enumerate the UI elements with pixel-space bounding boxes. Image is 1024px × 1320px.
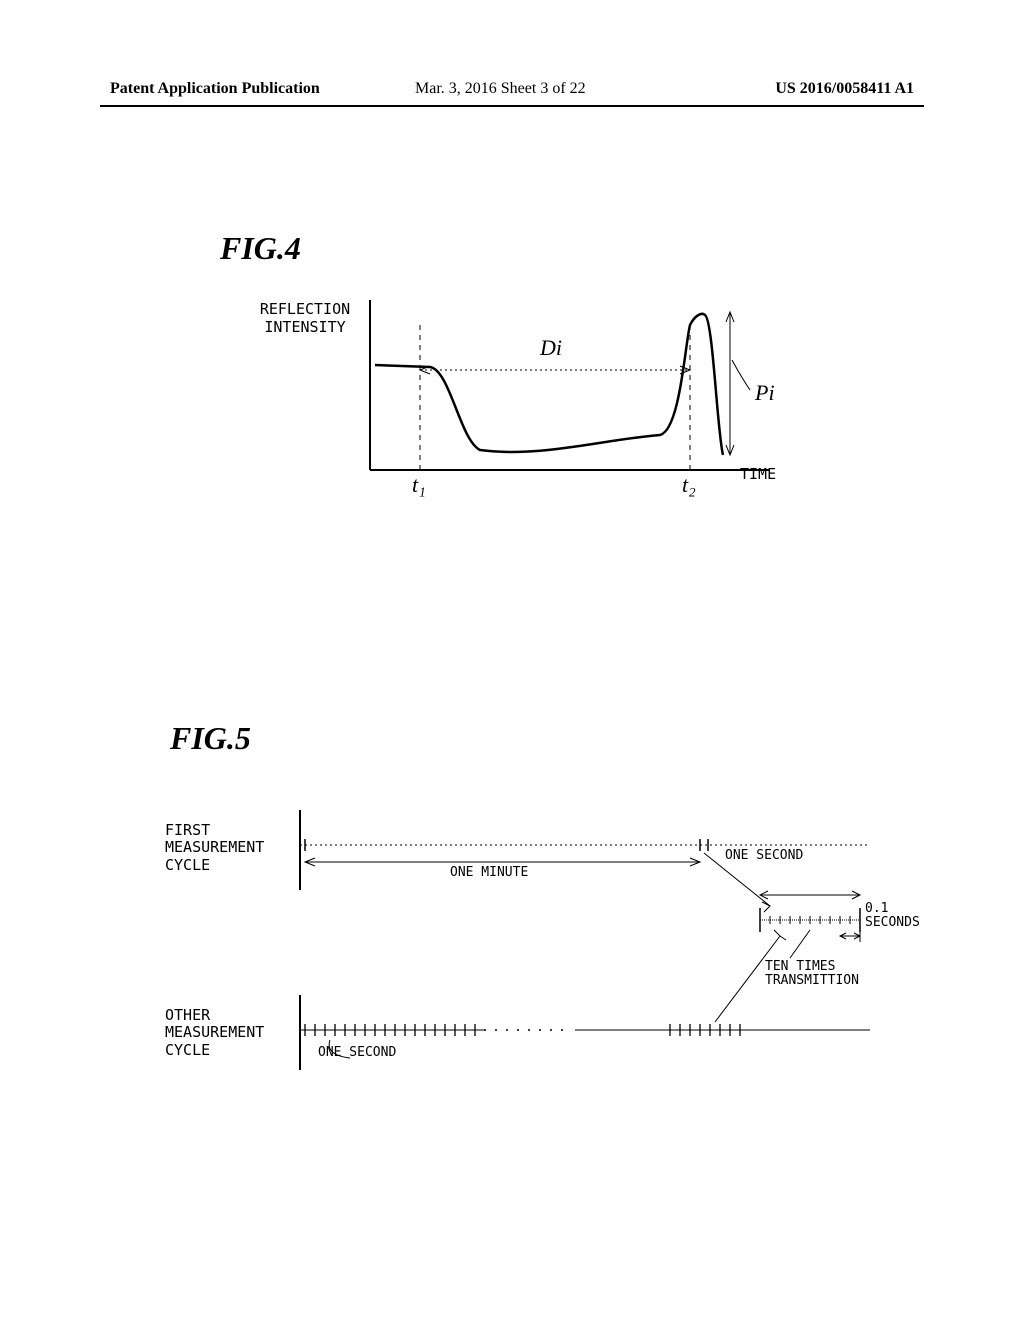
fig4-t2-label: t₂ (682, 472, 696, 498)
fig4-pi-label: Pi (755, 380, 775, 406)
fig5-ten-l1: TEN TIMES (765, 959, 835, 974)
fig4-diagram: REFLECTION INTENSITY TIME Di Pi t₁ t₂ (260, 280, 800, 500)
fig5-label: FIG.5 (170, 720, 251, 757)
fig5-other-l2: MEASUREMENT (165, 1023, 264, 1041)
fig5-ten-times: TEN TIMES TRANSMITTION (765, 960, 859, 989)
fig5-svg (170, 790, 890, 1080)
fig5-diagram: FIRST MEASUREMENT CYCLE OTHER MEASUREMEN… (170, 790, 870, 1070)
fig5-tenth-seconds: 0.1 SECONDS (865, 902, 920, 931)
header-mid: Mar. 3, 2016 Sheet 3 of 22 (415, 80, 586, 98)
fig4-t1-label: t₁ (412, 472, 426, 498)
header-rule (100, 105, 924, 107)
fig5-other-l1: OTHER (165, 1006, 210, 1024)
header-left: Patent Application Publication (110, 80, 320, 98)
fig5-first-l1: FIRST (165, 821, 210, 839)
fig5-ten-l2: TRANSMITTION (765, 973, 859, 988)
fig4-ylabel-l1: REFLECTION (260, 300, 350, 318)
fig5-one-second-bottom: ONE SECOND (318, 1045, 396, 1060)
fig5-one-second-top: ONE SECOND (725, 848, 803, 863)
fig4-ylabel-l2: INTENSITY (264, 318, 345, 336)
fig4-label: FIG.4 (220, 230, 301, 267)
fig5-first-l2: MEASUREMENT (165, 838, 264, 856)
fig4-di-label: Di (540, 335, 562, 361)
fig5-other-l3: CYCLE (165, 1041, 210, 1059)
fig5-one-minute: ONE MINUTE (450, 865, 528, 880)
header-right: US 2016/0058411 A1 (775, 80, 914, 98)
fig5-first-l3: CYCLE (165, 856, 210, 874)
fig5-other-label: OTHER MEASUREMENT CYCLE (165, 1007, 264, 1059)
fig4-ylabel: REFLECTION INTENSITY (250, 300, 360, 336)
fig4-xlabel: TIME (740, 465, 776, 483)
fig5-first-label: FIRST MEASUREMENT CYCLE (165, 822, 264, 874)
fig5-tenth-l2: SECONDS (865, 915, 920, 930)
fig5-tenth-l1: 0.1 (865, 901, 888, 916)
